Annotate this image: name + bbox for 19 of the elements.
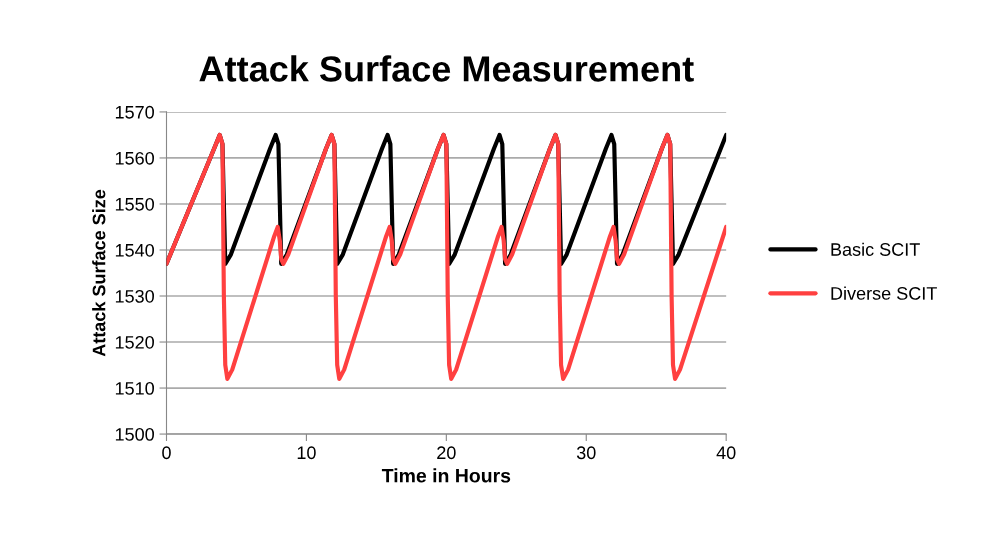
line-series (166, 132, 727, 381)
y-tick-label: 1540 (115, 243, 154, 257)
y-axis-title: Attack Surface Size (92, 189, 106, 357)
x-tick-label: 30 (576, 446, 596, 460)
chart-title: Attack Surface Measurement (199, 55, 694, 82)
y-tick-label: 1560 (115, 151, 154, 165)
y-tick-label: 1520 (115, 335, 154, 349)
x-axis-title: Time in Hours (381, 468, 511, 483)
y-tick-label: 1550 (115, 197, 154, 211)
x-tick-label: 10 (297, 446, 316, 460)
y-tick-label: 1510 (115, 381, 154, 395)
y-tick-label: 1570 (115, 105, 154, 119)
x-tick-label: 20 (437, 446, 456, 460)
legend-label: Diverse SCIT (831, 286, 937, 300)
legend-label: Basic SCIT (831, 242, 920, 256)
y-tick-label: 1500 (115, 428, 154, 441)
x-tick-label: 0 (162, 446, 171, 460)
y-tick-label: 1530 (115, 289, 154, 303)
x-tick-label: 40 (716, 446, 736, 460)
